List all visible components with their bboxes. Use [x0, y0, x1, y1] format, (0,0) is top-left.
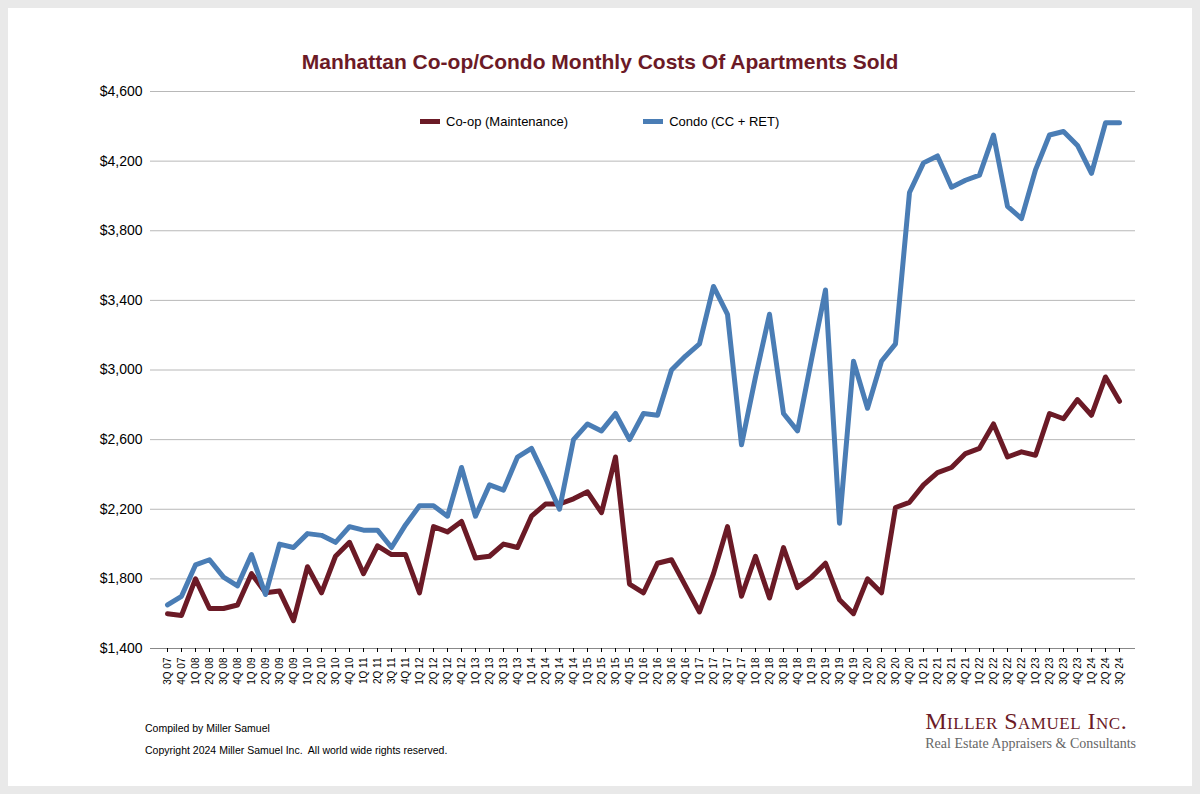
svg-text:1Q 11: 1Q 11 — [358, 657, 369, 684]
svg-text:3Q 24: 3Q 24 — [1114, 657, 1125, 685]
svg-text:1Q 08: 1Q 08 — [190, 657, 201, 685]
html-text:Compiled by Miller Samuel: Compiled by Miller Samuel — [145, 722, 270, 734]
svg-text:2Q 24: 2Q 24 — [1100, 657, 1111, 685]
svg-text:1Q 16: 1Q 16 — [638, 657, 649, 685]
svg-text:4Q 10: 4Q 10 — [344, 657, 355, 685]
svg-text:2Q 08: 2Q 08 — [204, 657, 215, 685]
svg-text:3Q 10: 3Q 10 — [330, 657, 341, 685]
svg-text:1Q 20: 1Q 20 — [862, 657, 873, 685]
svg-text:$4,200: $4,200 — [100, 153, 143, 169]
svg-text:1Q 10: 1Q 10 — [302, 657, 313, 685]
svg-text:2Q 10: 2Q 10 — [316, 657, 327, 685]
svg-text:2Q 23: 2Q 23 — [1044, 657, 1055, 685]
svg-text:$2,600: $2,600 — [100, 431, 143, 447]
svg-text:3Q 13: 3Q 13 — [498, 657, 509, 685]
svg-text:4Q 21: 4Q 21 — [960, 657, 971, 685]
svg-text:2Q 09: 2Q 09 — [260, 657, 271, 685]
svg-text:1Q 19: 1Q 19 — [806, 657, 817, 685]
html-text:Copyright 2024 Miller Samuel I: Copyright 2024 Miller Samuel Inc. All wo… — [145, 744, 448, 756]
svg-text:3Q 11: 3Q 11 — [386, 657, 397, 684]
svg-text:3Q 12: 3Q 12 — [442, 657, 453, 685]
svg-text:4Q 07: 4Q 07 — [176, 657, 187, 685]
svg-text:$3,000: $3,000 — [100, 361, 143, 377]
svg-text:3Q 23: 3Q 23 — [1058, 657, 1069, 685]
svg-text:4Q 15: 4Q 15 — [624, 657, 635, 685]
svg-text:3Q 07: 3Q 07 — [162, 657, 173, 685]
svg-text:3Q 22: 3Q 22 — [1002, 657, 1013, 685]
svg-text:1Q 09: 1Q 09 — [246, 657, 257, 685]
svg-text:1Q 21: 1Q 21 — [918, 657, 929, 685]
svg-text:2Q 11: 2Q 11 — [372, 657, 383, 684]
svg-text:2Q 18: 2Q 18 — [764, 657, 775, 685]
svg-text:2Q 17: 2Q 17 — [708, 657, 719, 685]
svg-text:2Q 16: 2Q 16 — [652, 657, 663, 685]
svg-text:1Q 23: 1Q 23 — [1030, 657, 1041, 685]
svg-text:$2,200: $2,200 — [100, 501, 143, 517]
svg-text:3Q 20: 3Q 20 — [890, 657, 901, 685]
svg-text:4Q 09: 4Q 09 — [288, 657, 299, 685]
svg-text:4Q 08: 4Q 08 — [232, 657, 243, 685]
svg-text:1Q 17: 1Q 17 — [694, 657, 705, 685]
svg-text:2Q 20: 2Q 20 — [876, 657, 887, 685]
svg-text:3Q 15: 3Q 15 — [610, 657, 621, 685]
svg-text:$3,800: $3,800 — [100, 222, 143, 238]
svg-text:2Q 22: 2Q 22 — [988, 657, 999, 685]
svg-text:3Q 08: 3Q 08 — [218, 657, 229, 685]
svg-text:2Q 13: 2Q 13 — [484, 657, 495, 685]
svg-text:4Q 23: 4Q 23 — [1072, 657, 1083, 685]
html-text:Miller Samuel Inc.: Miller Samuel Inc. — [925, 708, 1128, 734]
svg-text:1Q 12: 1Q 12 — [414, 657, 425, 685]
svg-text:$4,600: $4,600 — [100, 83, 143, 99]
svg-text:4Q 13: 4Q 13 — [512, 657, 523, 685]
svg-text:4Q 14: 4Q 14 — [568, 657, 579, 685]
svg-text:2Q 15: 2Q 15 — [596, 657, 607, 685]
svg-text:4Q 16: 4Q 16 — [680, 657, 691, 685]
svg-text:3Q 17: 3Q 17 — [722, 657, 733, 685]
svg-text:2Q 14: 2Q 14 — [540, 657, 551, 685]
svg-text:4Q 18: 4Q 18 — [792, 657, 803, 685]
svg-text:4Q 12: 4Q 12 — [456, 657, 467, 685]
svg-text:3Q 09: 3Q 09 — [274, 657, 285, 685]
svg-text:3Q 18: 3Q 18 — [778, 657, 789, 685]
svg-text:1Q 18: 1Q 18 — [750, 657, 761, 685]
svg-text:2Q 21: 2Q 21 — [932, 657, 943, 685]
svg-text:4Q 22: 4Q 22 — [1016, 657, 1027, 685]
html-text:Condo (CC + RET): Condo (CC + RET) — [669, 114, 780, 129]
svg-text:2Q 19: 2Q 19 — [820, 657, 831, 685]
svg-text:3Q 21: 3Q 21 — [946, 657, 957, 685]
svg-text:$1,800: $1,800 — [100, 570, 143, 586]
svg-text:4Q 20: 4Q 20 — [904, 657, 915, 685]
svg-text:4Q 19: 4Q 19 — [848, 657, 859, 685]
svg-text:2Q 12: 2Q 12 — [428, 657, 439, 685]
html-text:Co-op (Maintenance): Co-op (Maintenance) — [446, 114, 569, 129]
svg-text:$3,400: $3,400 — [100, 292, 143, 308]
svg-text:4Q 17: 4Q 17 — [736, 657, 747, 685]
svg-text:4Q 11: 4Q 11 — [400, 657, 411, 684]
svg-text:$1,400: $1,400 — [100, 640, 143, 656]
svg-text:1Q 24: 1Q 24 — [1086, 657, 1097, 685]
svg-text:3Q 16: 3Q 16 — [666, 657, 677, 685]
svg-text:1Q 22: 1Q 22 — [974, 657, 985, 685]
svg-text:3Q 19: 3Q 19 — [834, 657, 845, 685]
svg-text:1Q 13: 1Q 13 — [470, 657, 481, 685]
html-text:Real Estate Appraisers & Consu: Real Estate Appraisers & Consultants — [925, 736, 1136, 751]
svg-text:3Q 14: 3Q 14 — [554, 657, 565, 685]
html-text:Manhattan Co-op/Condo Monthly: Manhattan Co-op/Condo Monthly Costs Of A… — [301, 50, 899, 73]
svg-text:1Q 14: 1Q 14 — [526, 657, 537, 685]
svg-text:1Q 15: 1Q 15 — [582, 657, 593, 685]
